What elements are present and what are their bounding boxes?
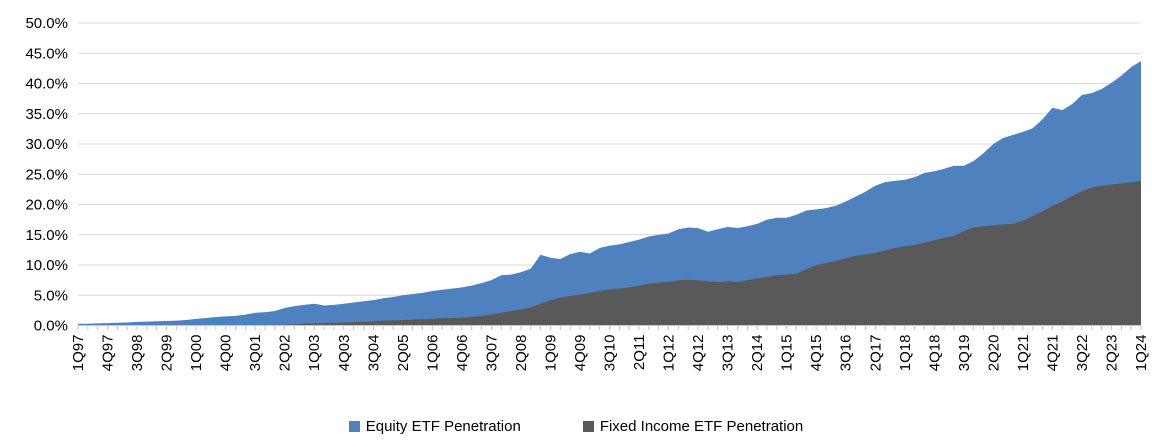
y-axis-tick-label: 20.0% — [25, 197, 68, 214]
x-axis-tick-label: 2Q02 — [277, 335, 294, 372]
x-axis-tick-label: 4Q00 — [218, 335, 235, 372]
x-axis-tick-label: 2Q14 — [749, 335, 766, 372]
x-axis-tick-label: 1Q21 — [1015, 335, 1032, 372]
x-axis-tick-label: 4Q09 — [572, 335, 589, 372]
x-axis-tick-label: 3Q19 — [956, 335, 973, 372]
x-axis-tick-label: 1Q00 — [188, 335, 205, 372]
x-axis-tick-label: 1Q09 — [542, 335, 559, 372]
legend-item-fixed-income: Fixed Income ETF Penetration — [582, 417, 804, 435]
x-axis-tick-label: 4Q15 — [808, 335, 825, 372]
x-axis-tick-label: 3Q01 — [247, 335, 264, 372]
legend-label-equity: Equity ETF Penetration — [365, 417, 521, 435]
x-axis-tick-label: 3Q13 — [720, 335, 737, 372]
x-axis-tick-label: 3Q04 — [365, 335, 382, 372]
x-axis-tick-label: 2Q23 — [1103, 335, 1120, 372]
x-axis-tick-label: 4Q18 — [926, 335, 943, 372]
x-axis-tick-label: 3Q07 — [483, 335, 500, 372]
x-axis-tick-label: 3Q10 — [602, 335, 619, 372]
x-axis-tick-label: 4Q06 — [454, 335, 471, 372]
x-axis-tick-label: 2Q20 — [985, 335, 1002, 372]
y-axis-tick-label: 45.0% — [25, 45, 68, 62]
y-axis-tick-label: 0.0% — [34, 318, 68, 335]
legend-label-fixed-income: Fixed Income ETF Penetration — [599, 417, 804, 435]
y-axis-tick-label: 15.0% — [25, 227, 68, 244]
chart-legend: Equity ETF Penetration Fixed Income ETF … — [0, 405, 1152, 447]
x-axis-tick-label: 2Q11 — [631, 335, 648, 371]
x-axis-tick-label: 1Q18 — [897, 335, 914, 372]
x-axis-tick-label: 2Q05 — [395, 335, 412, 372]
y-axis-tick-label: 50.0% — [25, 15, 68, 32]
x-axis-tick-label: 1Q06 — [424, 335, 441, 372]
x-axis-tick-label: 1Q15 — [779, 335, 796, 372]
x-axis-tick-label: 3Q22 — [1074, 335, 1091, 372]
x-axis-tick-label: 4Q21 — [1044, 335, 1061, 372]
x-axis-tick-label: 3Q98 — [129, 335, 146, 372]
fixed-income-legend-swatch-icon — [582, 420, 594, 432]
x-axis-tick-label: 2Q08 — [513, 335, 530, 372]
x-axis-tick-label: 3Q16 — [838, 335, 855, 372]
x-axis-tick-label: 2Q17 — [867, 335, 884, 372]
x-axis-tick-label: 4Q12 — [690, 335, 707, 372]
y-axis-tick-label: 40.0% — [25, 76, 68, 93]
equity-legend-swatch-icon — [348, 420, 360, 432]
y-axis-tick-label: 5.0% — [34, 287, 68, 304]
legend-item-equity: Equity ETF Penetration — [348, 417, 521, 435]
etf-penetration-chart: 50.0% 45.0% 40.0% 35.0% 30.0% 25.0% 20.0% 15.0%… — [25, 15, 1150, 372]
x-axis-tick-label: 2Q99 — [159, 335, 176, 372]
x-axis-tick-label: 1Q12 — [661, 335, 678, 372]
y-axis-tick-label: 30.0% — [25, 136, 68, 153]
y-axis-tick-label: 10.0% — [25, 257, 68, 274]
x-axis-tick-label: 1Q03 — [306, 335, 323, 372]
y-axis-tick-label: 25.0% — [25, 166, 68, 183]
x-axis-tick-label: 1Q97 — [70, 335, 87, 372]
x-axis-tick-label: 1Q24 — [1133, 335, 1150, 372]
x-axis-tick-label: 4Q03 — [336, 335, 353, 372]
y-axis-tick-label: 35.0% — [25, 106, 68, 123]
x-axis-tick-label: 4Q97 — [100, 335, 117, 372]
